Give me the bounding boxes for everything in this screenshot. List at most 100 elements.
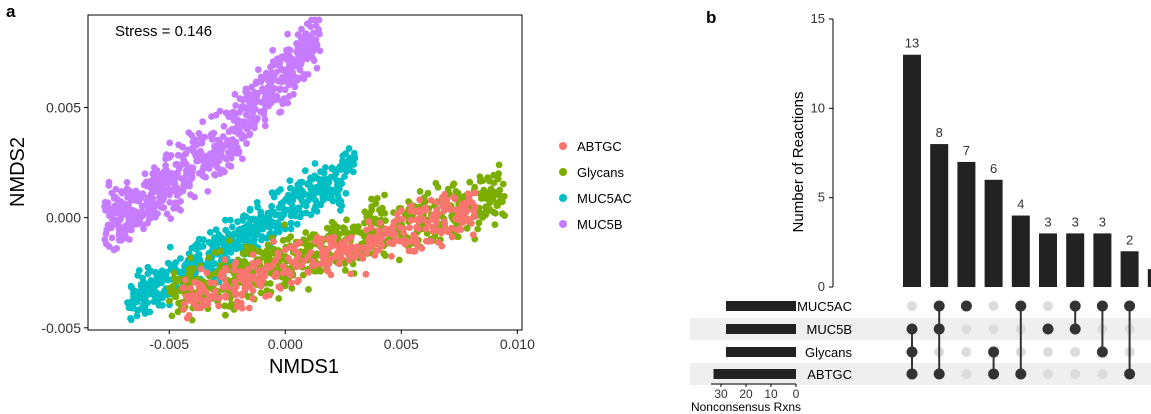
matrix-dot-empty bbox=[988, 301, 999, 311]
data-point bbox=[192, 142, 200, 149]
data-point bbox=[365, 218, 373, 226]
data-point bbox=[495, 170, 502, 178]
y-tick-label: 0.000 bbox=[46, 210, 81, 226]
data-point bbox=[306, 191, 313, 199]
data-point bbox=[185, 129, 193, 137]
data-point bbox=[253, 221, 261, 229]
data-point bbox=[463, 224, 471, 232]
data-point bbox=[349, 156, 357, 164]
data-point bbox=[298, 25, 305, 33]
data-point bbox=[475, 219, 483, 227]
data-point bbox=[416, 188, 424, 195]
data-point bbox=[115, 225, 123, 233]
data-point bbox=[240, 122, 248, 129]
data-point bbox=[306, 243, 314, 251]
data-point bbox=[292, 188, 300, 196]
legend-label: ABTGC bbox=[577, 139, 622, 154]
matrix-dot-empty bbox=[988, 324, 999, 334]
data-point bbox=[274, 249, 282, 257]
data-point bbox=[231, 230, 238, 238]
data-point bbox=[440, 196, 447, 203]
matrix-dot-empty bbox=[1070, 347, 1081, 357]
data-point bbox=[471, 189, 479, 197]
data-point bbox=[396, 224, 404, 232]
data-point bbox=[304, 268, 312, 276]
data-point bbox=[302, 202, 310, 210]
data-point bbox=[268, 202, 275, 210]
intersection-bar bbox=[1011, 215, 1030, 287]
x-tick-label: -0.005 bbox=[149, 336, 189, 352]
data-point bbox=[307, 211, 315, 219]
data-point bbox=[288, 80, 295, 88]
data-point bbox=[369, 234, 377, 242]
data-point bbox=[211, 279, 219, 287]
data-point bbox=[407, 202, 415, 210]
data-point bbox=[313, 208, 321, 215]
data-point bbox=[302, 247, 310, 255]
data-point bbox=[271, 273, 279, 280]
data-point bbox=[242, 88, 250, 96]
data-point bbox=[264, 241, 272, 249]
data-point bbox=[166, 199, 174, 206]
matrix-row-shading bbox=[690, 318, 1151, 385]
data-point bbox=[281, 86, 289, 94]
data-point bbox=[294, 44, 302, 52]
data-point bbox=[179, 152, 187, 160]
data-point bbox=[241, 281, 249, 289]
data-point bbox=[284, 74, 291, 81]
matrix-dot-filled bbox=[906, 346, 918, 358]
data-point bbox=[170, 172, 178, 179]
data-point bbox=[167, 215, 175, 223]
y-tick-label: 10 bbox=[811, 100, 825, 115]
data-point bbox=[296, 213, 304, 221]
data-point bbox=[216, 144, 223, 152]
data-point bbox=[204, 296, 212, 304]
data-point bbox=[294, 181, 302, 189]
data-point bbox=[137, 281, 145, 288]
matrix-dot-filled bbox=[1124, 300, 1136, 312]
legend-label: MUC5B bbox=[577, 217, 623, 232]
data-point bbox=[230, 116, 238, 124]
data-point bbox=[406, 224, 413, 232]
data-point bbox=[146, 183, 154, 191]
data-point bbox=[213, 162, 221, 170]
data-point bbox=[238, 134, 246, 142]
data-point bbox=[232, 102, 240, 109]
data-point bbox=[251, 263, 258, 270]
data-point bbox=[310, 45, 318, 52]
data-point bbox=[276, 109, 283, 116]
set-size-bar bbox=[726, 347, 796, 357]
data-point bbox=[320, 169, 328, 177]
data-point bbox=[253, 78, 260, 86]
data-point bbox=[433, 206, 441, 214]
legend-marker bbox=[559, 168, 567, 176]
data-point bbox=[187, 191, 194, 199]
data-point bbox=[138, 305, 146, 313]
data-point bbox=[286, 60, 293, 68]
data-point bbox=[146, 308, 154, 316]
data-point bbox=[309, 175, 316, 183]
data-point bbox=[381, 210, 389, 217]
data-point bbox=[227, 216, 234, 224]
matrix-dot-empty bbox=[1097, 369, 1108, 379]
y-tick-label: 0 bbox=[818, 279, 825, 294]
data-point bbox=[216, 107, 224, 115]
data-point bbox=[164, 179, 172, 187]
matrix-dot-filled bbox=[933, 300, 945, 312]
data-point bbox=[261, 122, 269, 130]
set-size-tick-label: 20 bbox=[739, 387, 753, 401]
series-muc5b-points bbox=[101, 16, 324, 254]
data-point bbox=[418, 245, 426, 252]
data-point bbox=[178, 143, 186, 151]
data-point bbox=[159, 293, 166, 301]
data-point bbox=[234, 144, 241, 151]
data-point bbox=[322, 164, 329, 171]
data-point bbox=[241, 224, 248, 232]
data-point bbox=[249, 287, 257, 294]
data-point bbox=[107, 224, 115, 232]
data-point bbox=[305, 286, 312, 293]
data-point bbox=[263, 69, 270, 77]
data-point bbox=[152, 169, 160, 177]
matrix-dot-filled bbox=[906, 323, 918, 335]
data-point bbox=[166, 243, 174, 251]
